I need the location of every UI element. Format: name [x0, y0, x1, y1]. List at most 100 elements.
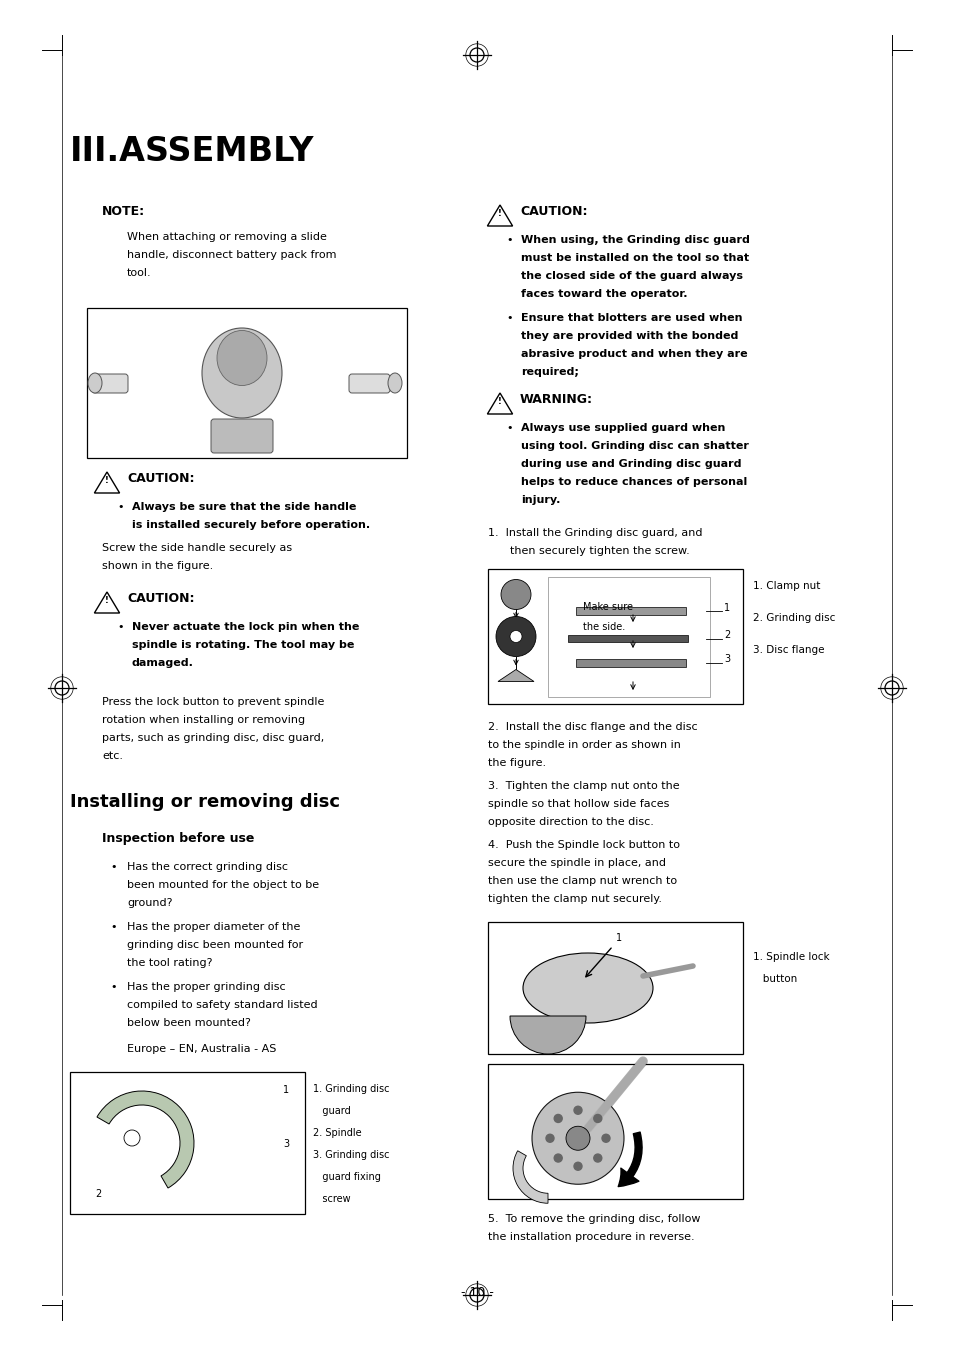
Text: 4.  Push the Spindle lock button to: 4. Push the Spindle lock button to	[488, 840, 679, 850]
Text: secure the spindle in place, and: secure the spindle in place, and	[488, 858, 665, 867]
Circle shape	[565, 1127, 589, 1150]
Text: 1: 1	[283, 1085, 289, 1096]
Text: then use the clamp nut wrench to: then use the clamp nut wrench to	[488, 875, 677, 886]
Text: they are provided with the bonded: they are provided with the bonded	[520, 331, 738, 340]
Text: 3. Disc flange: 3. Disc flange	[752, 644, 823, 655]
Text: !: !	[497, 209, 501, 218]
Text: guard fixing: guard fixing	[313, 1173, 380, 1182]
Text: Make sure: Make sure	[582, 603, 633, 612]
Text: •: •	[505, 313, 512, 323]
FancyArrowPatch shape	[618, 1132, 641, 1186]
Wedge shape	[513, 1151, 547, 1204]
Text: damaged.: damaged.	[132, 658, 193, 667]
Bar	[87, 308, 407, 458]
Text: Has the correct grinding disc: Has the correct grinding disc	[127, 862, 288, 871]
Circle shape	[601, 1135, 609, 1142]
Text: 5.  To remove the grinding disc, follow: 5. To remove the grinding disc, follow	[488, 1215, 700, 1224]
Text: Press the lock button to prevent spindle: Press the lock button to prevent spindle	[102, 697, 324, 707]
Text: the figure.: the figure.	[488, 758, 545, 767]
Polygon shape	[94, 471, 119, 493]
Circle shape	[510, 631, 521, 643]
Text: 3. Grinding disc: 3. Grinding disc	[313, 1150, 389, 1161]
Text: to the spindle in order as shown in: to the spindle in order as shown in	[488, 740, 680, 750]
Text: 1: 1	[616, 934, 621, 943]
Wedge shape	[97, 1092, 193, 1188]
Text: 3: 3	[283, 1139, 289, 1148]
Text: then securely tighten the screw.: then securely tighten the screw.	[510, 546, 689, 557]
Text: WARNING:: WARNING:	[519, 393, 593, 407]
Bar	[70, 1071, 305, 1215]
Text: Europe – EN, Australia - AS: Europe – EN, Australia - AS	[127, 1044, 276, 1054]
Text: opposite direction to the disc.: opposite direction to the disc.	[488, 817, 653, 827]
Text: - 10 -: - 10 -	[460, 1286, 493, 1298]
Text: III.ASSEMBLY: III.ASSEMBLY	[70, 135, 314, 168]
Text: injury.: injury.	[520, 494, 559, 505]
Circle shape	[545, 1135, 554, 1142]
Text: •: •	[110, 862, 116, 871]
Text: •: •	[117, 503, 123, 512]
Text: the side.: the side.	[582, 621, 624, 632]
Text: abrasive product and when they are: abrasive product and when they are	[520, 349, 747, 359]
Wedge shape	[510, 1016, 585, 1054]
Bar	[488, 569, 742, 704]
Text: •: •	[505, 235, 512, 245]
Text: •: •	[110, 982, 116, 992]
Circle shape	[496, 616, 536, 657]
Bar	[547, 577, 709, 697]
Text: •: •	[110, 921, 116, 932]
Text: Always use supplied guard when: Always use supplied guard when	[520, 423, 724, 434]
Ellipse shape	[202, 328, 282, 417]
Text: during use and Grinding disc guard: during use and Grinding disc guard	[520, 459, 740, 469]
Text: spindle is rotating. The tool may be: spindle is rotating. The tool may be	[132, 640, 354, 650]
Text: 3.  Tighten the clamp nut onto the: 3. Tighten the clamp nut onto the	[488, 781, 679, 790]
Text: 1. Grinding disc: 1. Grinding disc	[313, 1084, 389, 1094]
Text: !: !	[497, 397, 501, 405]
Text: 2. Grinding disc: 2. Grinding disc	[752, 613, 835, 623]
Text: grinding disc been mounted for: grinding disc been mounted for	[127, 940, 303, 950]
Text: ground?: ground?	[127, 898, 172, 908]
Polygon shape	[487, 393, 512, 413]
Text: Has the proper grinding disc: Has the proper grinding disc	[127, 982, 285, 992]
Text: •: •	[505, 423, 512, 434]
Text: Installing or removing disc: Installing or removing disc	[70, 793, 339, 811]
Text: CAUTION:: CAUTION:	[127, 471, 194, 485]
Polygon shape	[94, 592, 119, 613]
Text: compiled to safety standard listed: compiled to safety standard listed	[127, 1000, 317, 1011]
Circle shape	[593, 1154, 601, 1162]
Text: the installation procedure in reverse.: the installation procedure in reverse.	[488, 1232, 694, 1242]
Polygon shape	[497, 670, 534, 681]
Text: required;: required;	[520, 367, 578, 377]
Text: NOTE:: NOTE:	[102, 205, 145, 218]
Circle shape	[574, 1162, 581, 1170]
FancyBboxPatch shape	[211, 419, 273, 453]
Bar	[576, 607, 685, 615]
Text: etc.: etc.	[102, 751, 123, 761]
Text: CAUTION:: CAUTION:	[519, 205, 587, 218]
Text: Screw the side handle securely as: Screw the side handle securely as	[102, 543, 292, 553]
Ellipse shape	[216, 331, 267, 385]
Ellipse shape	[522, 952, 652, 1023]
Text: Ensure that blotters are used when: Ensure that blotters are used when	[520, 313, 741, 323]
Text: 1.  Install the Grinding disc guard, and: 1. Install the Grinding disc guard, and	[488, 528, 701, 538]
Text: !: !	[105, 596, 109, 605]
Text: When attaching or removing a slide: When attaching or removing a slide	[127, 232, 327, 242]
Text: shown in the figure.: shown in the figure.	[102, 561, 213, 571]
Text: handle, disconnect battery pack from: handle, disconnect battery pack from	[127, 250, 336, 259]
Text: tool.: tool.	[127, 267, 152, 278]
Circle shape	[124, 1129, 140, 1146]
Text: the tool rating?: the tool rating?	[127, 958, 213, 969]
Text: below been mounted?: below been mounted?	[127, 1019, 251, 1028]
Text: rotation when installing or removing: rotation when installing or removing	[102, 715, 305, 725]
Ellipse shape	[388, 373, 401, 393]
Text: using tool. Grinding disc can shatter: using tool. Grinding disc can shatter	[520, 440, 748, 451]
Bar	[576, 659, 685, 667]
Text: •: •	[117, 621, 123, 632]
Text: CAUTION:: CAUTION:	[127, 592, 194, 605]
Text: tighten the clamp nut securely.: tighten the clamp nut securely.	[488, 894, 661, 904]
Circle shape	[532, 1092, 623, 1185]
Bar	[488, 1065, 742, 1198]
Text: 2.  Install the disc flange and the disc: 2. Install the disc flange and the disc	[488, 721, 697, 732]
Text: button: button	[752, 974, 797, 984]
FancyBboxPatch shape	[349, 374, 390, 393]
Text: 2: 2	[723, 631, 729, 640]
